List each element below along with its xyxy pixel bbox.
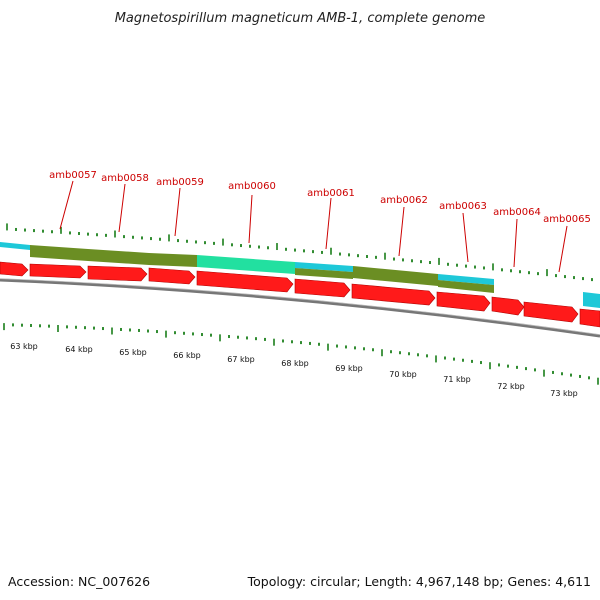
gene-block-cyan-end <box>583 292 600 308</box>
gene-block-amb0061-cyan <box>295 262 353 272</box>
leader-line <box>325 197 332 250</box>
genome-summary-text: Topology: circular; Length: 4,967,148 bp… <box>247 574 591 589</box>
gene-label-amb0062: amb0062 <box>380 195 428 206</box>
scale-label: 66 kbp <box>173 351 201 360</box>
gene-block-amb0059 <box>149 253 197 267</box>
gene-label-amb0063: amb0063 <box>439 201 487 212</box>
upper-tick-ring <box>6 223 593 282</box>
gene-label-amb0057: amb0057 <box>49 170 97 181</box>
gene-label-amb0060: amb0060 <box>228 181 276 192</box>
leader-line <box>248 194 253 244</box>
gene-block-amb0058 <box>88 249 149 265</box>
leader-line <box>398 206 405 257</box>
backbone-line <box>0 278 600 338</box>
leader-line <box>118 183 126 233</box>
gene-block-amb0063-cyan <box>438 274 494 285</box>
scale-label: 67 kbp <box>227 355 255 364</box>
cds-arrow <box>351 283 436 306</box>
gene-block-amb0057 <box>30 245 88 261</box>
cds-track <box>0 261 600 328</box>
scale-tick-ring <box>3 323 599 385</box>
leader-line <box>462 212 469 263</box>
cds-arrow <box>196 270 294 293</box>
gene-track <box>0 242 600 308</box>
scale-label: 70 kbp <box>389 370 417 379</box>
gene-label-amb0058: amb0058 <box>101 173 149 184</box>
cds-arrow <box>0 261 29 277</box>
gene-label-amb0059: amb0059 <box>156 177 204 188</box>
gene-block-amb0063-olive <box>438 280 494 293</box>
accession-text: Accession: NC_007626 <box>8 574 150 589</box>
cds-arrow <box>294 278 351 298</box>
cds-arrow <box>29 263 87 279</box>
gene-label-amb0061: amb0061 <box>307 188 355 199</box>
leader-line <box>174 187 181 237</box>
scale-label: 73 kbp <box>550 389 578 398</box>
cds-arrow <box>523 301 579 323</box>
scale-labels: 63 kbp 64 kbp 65 kbp 66 kbp 67 kbp 68 kb… <box>10 342 578 398</box>
scale-label: 63 kbp <box>10 342 38 351</box>
scale-label: 71 kbp <box>443 375 471 384</box>
gene-block-amb0061-olive <box>295 268 353 279</box>
cds-arrow <box>148 267 196 285</box>
scale-label: 65 kbp <box>119 348 147 357</box>
map-title: Magnetospirillum magneticum AMB-1, compl… <box>115 11 486 26</box>
cds-arrow <box>579 308 600 328</box>
scale-label: 68 kbp <box>281 359 309 368</box>
cds-arrow <box>87 265 148 282</box>
cds-arrow <box>436 291 491 312</box>
gene-block-amb0062 <box>353 266 438 286</box>
scale-label: 72 kbp <box>497 382 525 391</box>
cds-arrow <box>491 296 525 316</box>
gene-label-amb0064: amb0064 <box>493 207 541 218</box>
gene-block-amb0060 <box>197 255 295 274</box>
gene-labels: amb0057 amb0058 amb0059 amb0060 amb0061 … <box>49 170 591 273</box>
leader-line <box>558 225 568 273</box>
scale-label: 64 kbp <box>65 345 93 354</box>
scale-label: 69 kbp <box>335 364 363 373</box>
gene-block-cyan-start <box>0 242 30 250</box>
leader-line <box>59 180 74 230</box>
backbone-highlight <box>0 278 600 335</box>
gene-label-amb0065: amb0065 <box>543 214 591 225</box>
leader-line <box>513 218 518 268</box>
